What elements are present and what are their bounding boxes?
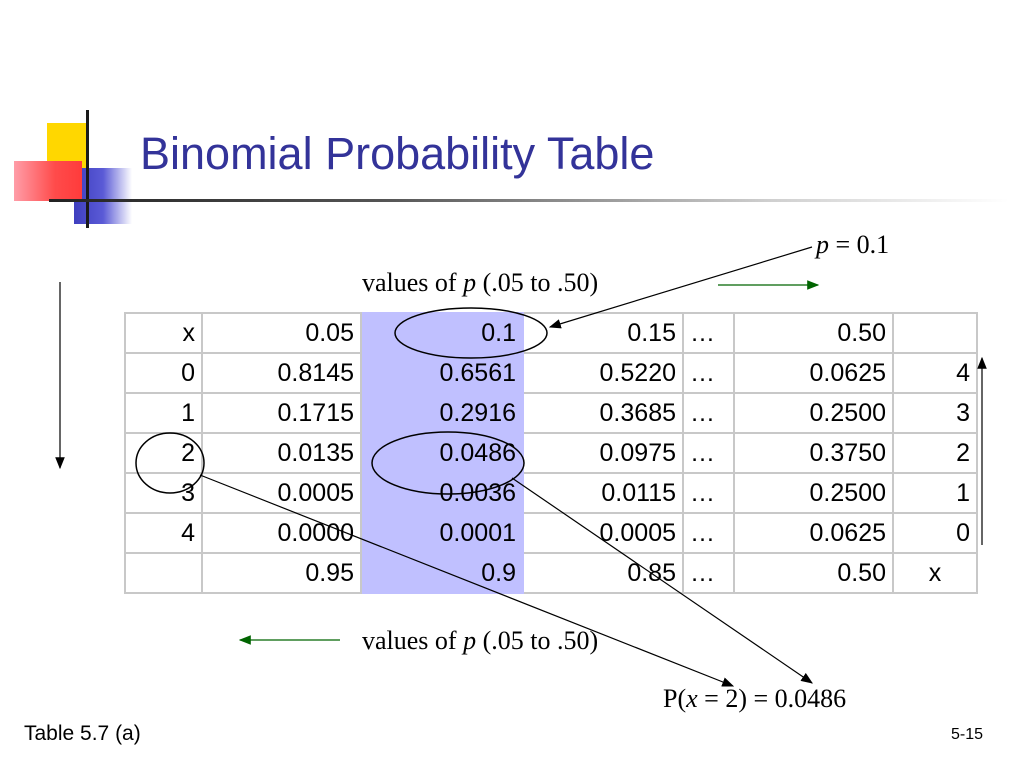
table-cell: 0.0486 bbox=[360, 432, 524, 474]
p-value-label: p = 0.1 bbox=[816, 230, 889, 260]
table-cell: 0.3685 bbox=[522, 392, 684, 434]
table-cell: 0.0000 bbox=[201, 512, 362, 554]
table-cell: 2 bbox=[124, 432, 203, 474]
table-cell: 0.2916 bbox=[360, 392, 524, 434]
table-cell: 1 bbox=[892, 472, 978, 514]
p-var: p bbox=[816, 230, 829, 259]
table-cell: x bbox=[124, 312, 203, 354]
table-cell: 0.50 bbox=[733, 552, 894, 594]
table-row: 2 0.0135 0.0486 0.0975… 0.3750 2 bbox=[124, 432, 978, 474]
table-cell bbox=[892, 312, 978, 354]
table-cell: 0.0625 bbox=[733, 512, 894, 554]
table-cell: 0.0001 bbox=[360, 512, 524, 554]
table-cell: 0 bbox=[892, 512, 978, 554]
caption-prefix: values of bbox=[362, 626, 464, 655]
table-row: 0 0.8145 0.6561 0.5220… 0.0625 4 bbox=[124, 352, 978, 394]
binomial-table: x 0.05 0.1 0.15… 0.50 0 0.8145 0.6561 0.5220… 0.0… bbox=[124, 312, 978, 594]
table-cell: 3 bbox=[124, 472, 203, 514]
table-cell: 0.1 bbox=[360, 312, 524, 354]
table-cell: 0.2500 bbox=[733, 472, 894, 514]
caption-prefix: values of bbox=[362, 268, 464, 297]
table-cell: … bbox=[682, 312, 735, 354]
values-caption-top: values of p (.05 to .50) bbox=[362, 268, 598, 298]
table-header-row: x 0.05 0.1 0.15… 0.50 bbox=[124, 312, 978, 354]
table-cell: 0.2500 bbox=[733, 392, 894, 434]
prob-var: x bbox=[686, 684, 698, 713]
table-cell: 0.85 bbox=[522, 552, 684, 594]
table-row: 3 0.0005 0.0036 0.0115… 0.2500 1 bbox=[124, 472, 978, 514]
table-cell: … bbox=[682, 392, 735, 434]
table-cell: 2 bbox=[892, 432, 978, 474]
table-cell: 0.0005 bbox=[522, 512, 684, 554]
prob-prefix: P( bbox=[663, 684, 687, 713]
table-cell: 1 bbox=[124, 392, 203, 434]
slide-title: Binomial Probability Table bbox=[140, 128, 655, 179]
table-reference: Table 5.7 (a) bbox=[24, 722, 141, 745]
table-cell: 0.0005 bbox=[201, 472, 362, 514]
table-cell: 4 bbox=[892, 352, 978, 394]
table-cell: 0.3750 bbox=[733, 432, 894, 474]
table-cell: 0.8145 bbox=[201, 352, 362, 394]
table-cell: … bbox=[682, 552, 735, 594]
table-cell: 0.95 bbox=[201, 552, 362, 594]
logo-blue-block bbox=[74, 168, 132, 224]
probability-result: P(x = 2) = 0.0486 bbox=[663, 684, 846, 714]
caption-var: p bbox=[463, 626, 477, 655]
logo-vertical-line bbox=[86, 110, 89, 228]
table-cell: 0.5220 bbox=[522, 352, 684, 394]
logo-red-block bbox=[14, 161, 82, 201]
table-cell: 0.0625 bbox=[733, 352, 894, 394]
table-cell: 0.50 bbox=[733, 312, 894, 354]
table-cell: … bbox=[682, 432, 735, 474]
table-cell: 0.0975 bbox=[522, 432, 684, 474]
table-cell: … bbox=[682, 472, 735, 514]
table-cell: x bbox=[892, 552, 978, 594]
caption-var: p bbox=[463, 268, 477, 297]
table-cell: 0.0036 bbox=[360, 472, 524, 514]
slide-number: 5-15 bbox=[951, 726, 984, 743]
table-body: x 0.05 0.1 0.15… 0.50 0 0.8145 0.6561 0.5220… 0.0… bbox=[124, 312, 978, 594]
table-cell: 0.05 bbox=[201, 312, 362, 354]
table-cell: 0.15 bbox=[522, 312, 684, 354]
table-cell: 0.6561 bbox=[360, 352, 524, 394]
caption-suffix: (.05 to .50) bbox=[476, 626, 599, 655]
table-cell bbox=[124, 552, 203, 594]
values-caption-bottom: values of p (.05 to .50) bbox=[362, 626, 598, 656]
table-cell: … bbox=[682, 512, 735, 554]
table-cell: 0.1715 bbox=[201, 392, 362, 434]
table-cell: 3 bbox=[892, 392, 978, 434]
table-cell: 0.0135 bbox=[201, 432, 362, 474]
table-cell: 0.9 bbox=[360, 552, 524, 594]
caption-suffix: (.05 to .50) bbox=[476, 268, 599, 297]
table-cell: … bbox=[682, 352, 735, 394]
table-row: 1 0.1715 0.2916 0.3685… 0.2500 3 bbox=[124, 392, 978, 434]
table-cell: 0 bbox=[124, 352, 203, 394]
table-cell: 0.0115 bbox=[522, 472, 684, 514]
table-footer-row: 0.95 0.9 0.85… 0.50 x bbox=[124, 552, 978, 594]
title-rule bbox=[49, 199, 1009, 202]
table-cell: 4 bbox=[124, 512, 203, 554]
p-eq: = 0.1 bbox=[829, 230, 890, 259]
prob-suffix: = 2) = 0.0486 bbox=[697, 684, 847, 713]
table-row: 4 0.0000 0.0001 0.0005… 0.0625 0 bbox=[124, 512, 978, 554]
